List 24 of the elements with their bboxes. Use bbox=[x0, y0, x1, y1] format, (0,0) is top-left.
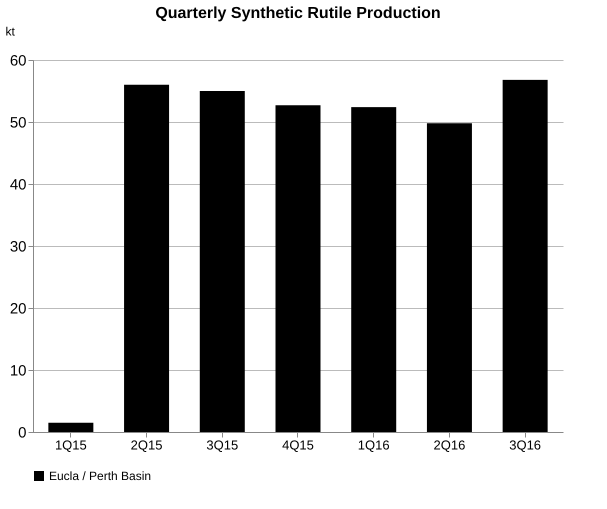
y-tick-label: 50 bbox=[10, 114, 26, 132]
bar bbox=[351, 107, 396, 432]
y-tick-label: 40 bbox=[10, 176, 26, 194]
y-tick-label: 10 bbox=[10, 362, 26, 380]
bar bbox=[48, 422, 94, 432]
x-tick-label: 2Q16 bbox=[434, 438, 466, 452]
x-tick-label: 4Q15 bbox=[282, 438, 314, 452]
x-tick-label: 1Q15 bbox=[54, 438, 87, 452]
bar bbox=[502, 80, 548, 432]
y-tick-label: 60 bbox=[10, 52, 26, 70]
bar bbox=[124, 84, 170, 432]
x-tick-label: 2Q15 bbox=[130, 438, 162, 452]
y-tick-label: 30 bbox=[10, 238, 26, 256]
x-tick-label: 3Q15 bbox=[206, 438, 238, 452]
y-tick-label: 0 bbox=[18, 424, 26, 442]
chart-title: Quarterly Synthetic Rutile Production bbox=[155, 5, 441, 22]
y-tick-label: 20 bbox=[10, 300, 26, 318]
bar bbox=[200, 91, 245, 432]
x-tick-label: 1Q16 bbox=[358, 438, 390, 452]
y-axis-title: kt bbox=[6, 24, 16, 38]
bar bbox=[426, 123, 472, 432]
bar bbox=[276, 105, 320, 432]
legend-label: Eucla / Perth Basin bbox=[49, 469, 152, 483]
x-tick-label: 3Q16 bbox=[509, 438, 542, 452]
